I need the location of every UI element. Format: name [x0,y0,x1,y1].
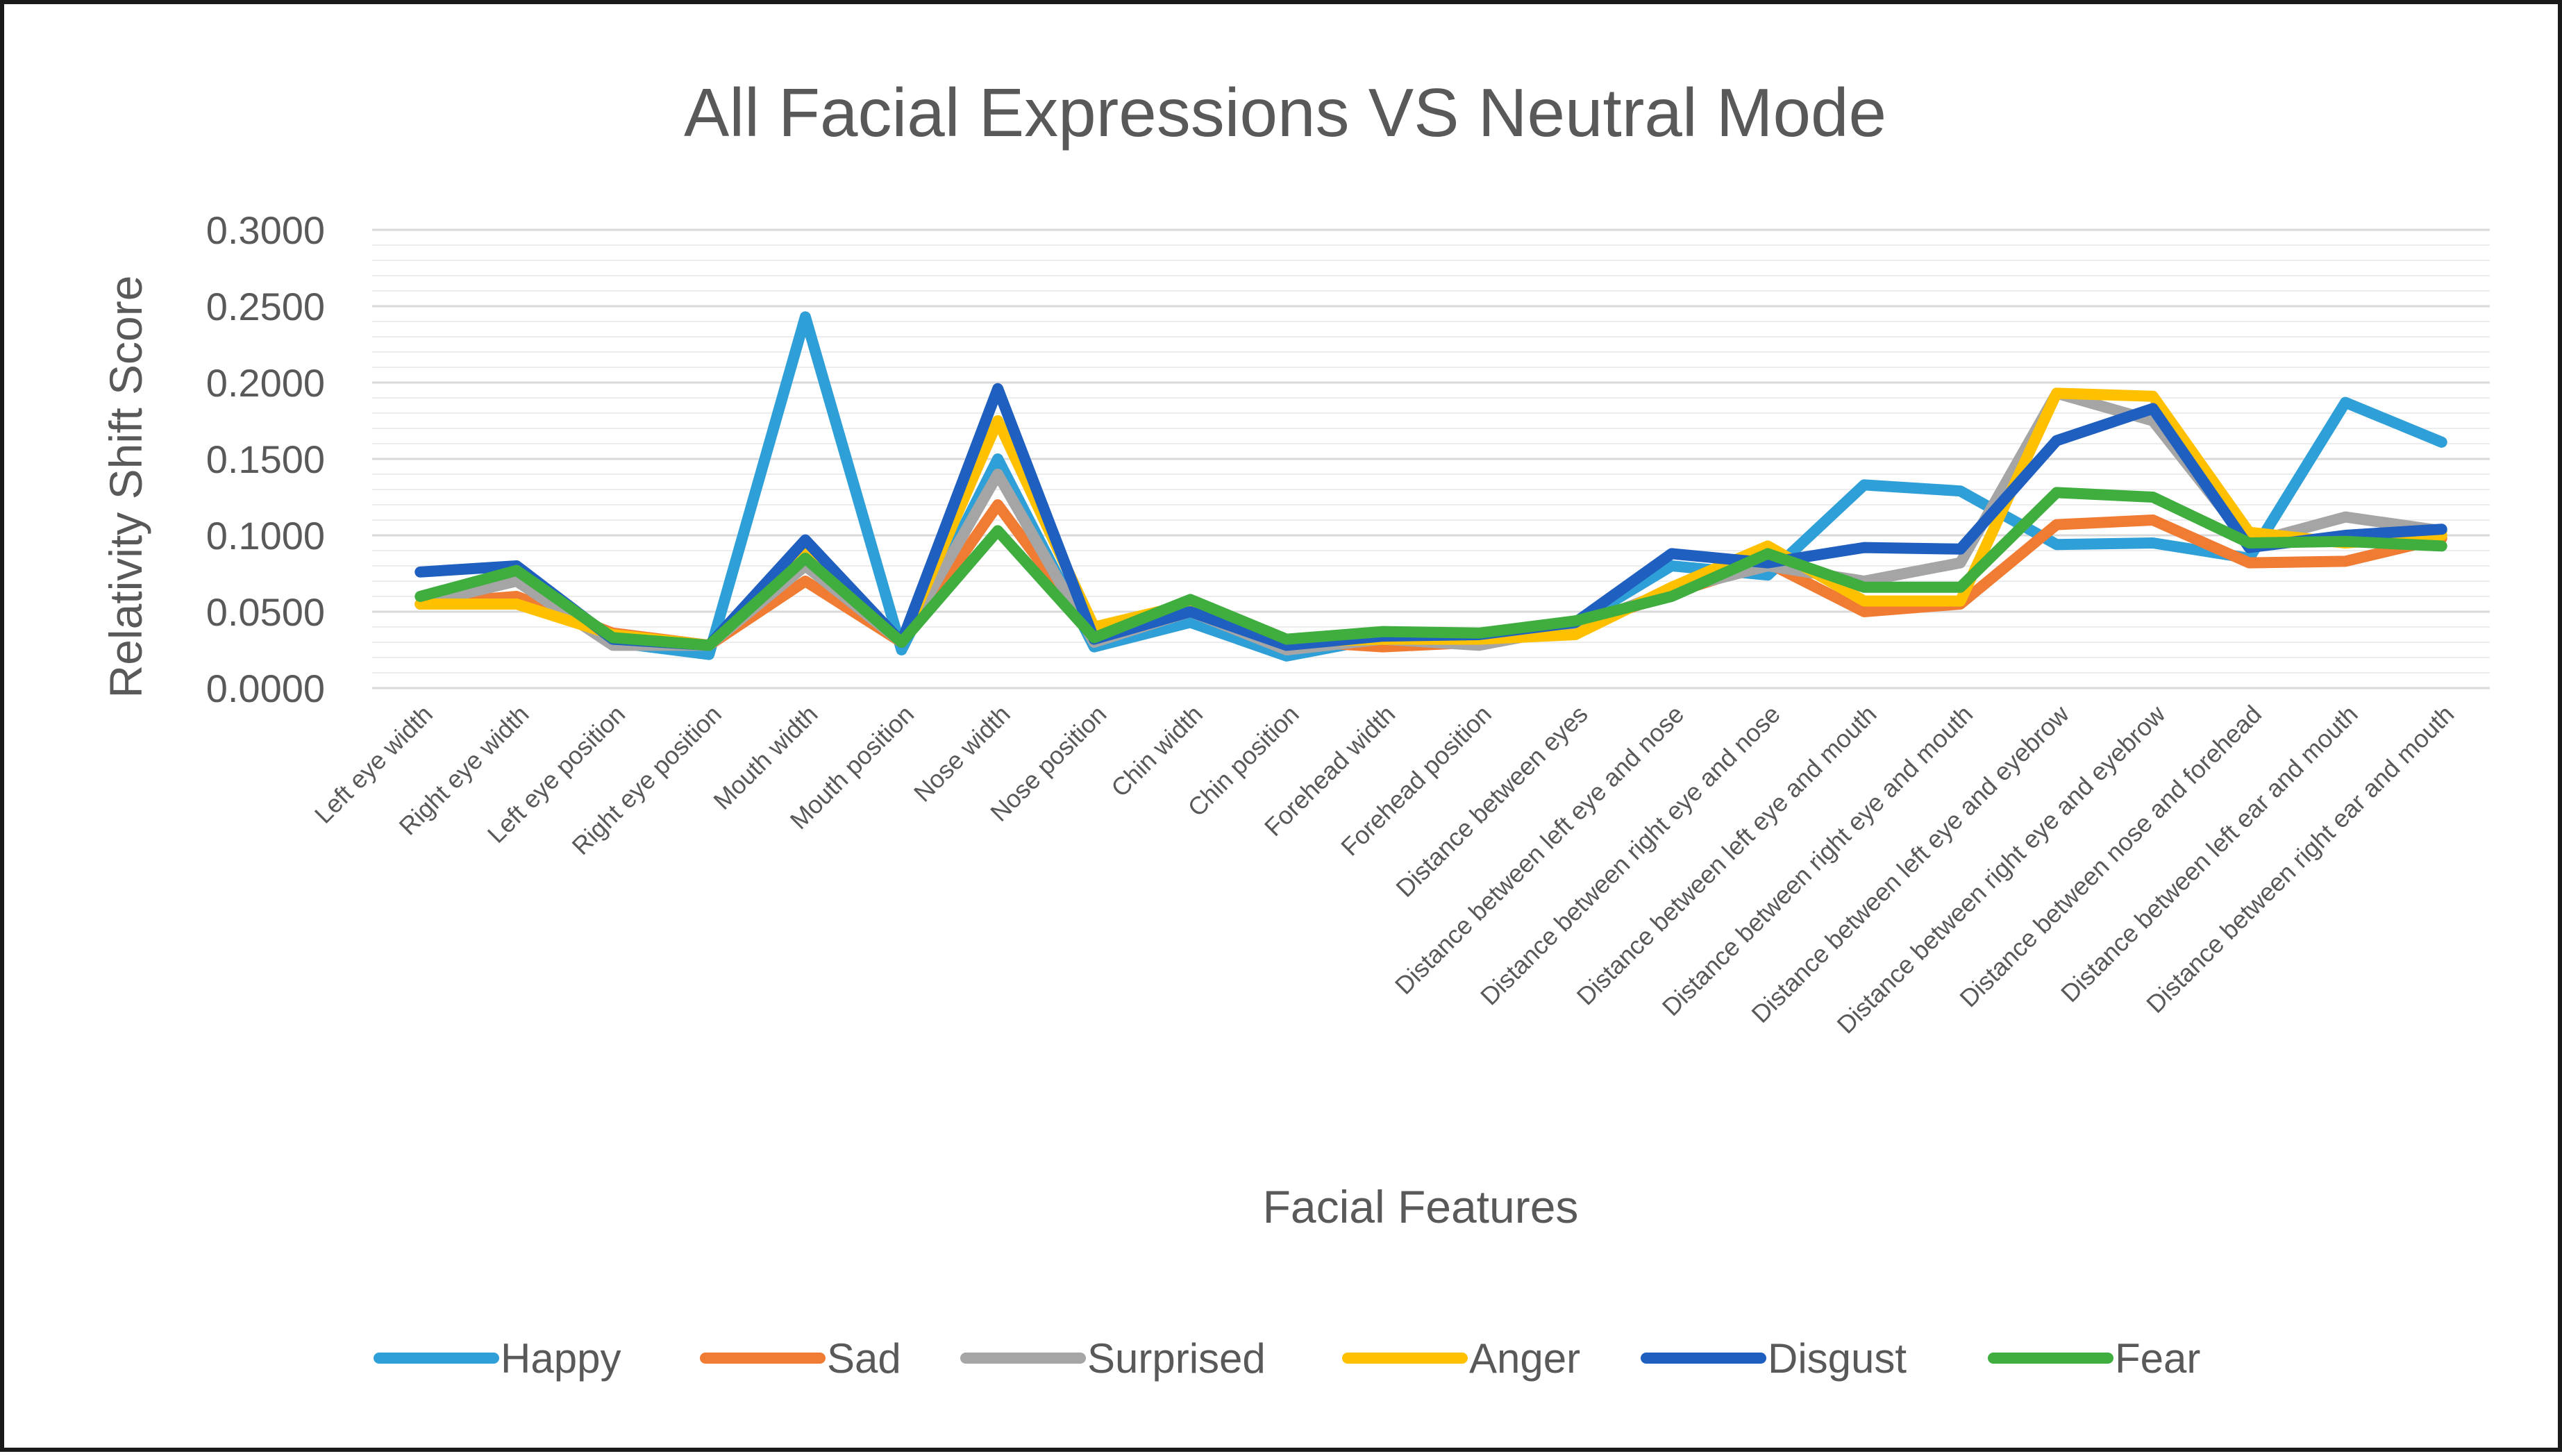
y-tick-label: 0.2500 [206,285,325,328]
legend-label-happy: Happy [501,1335,621,1382]
legend-label-disgust: Disgust [1768,1335,1907,1382]
y-tick-label: 0.3000 [206,208,325,252]
legend: Happy Sad Surprised Anger Disgust Fear [374,1335,2200,1382]
series-lines [415,311,2447,662]
y-tick-label: 0.1500 [206,437,325,481]
chart-title: All Facial Expressions VS Neutral Mode [684,74,1886,151]
y-tick-label: 0.0000 [206,667,325,710]
legend-label-sad: Sad [827,1335,901,1382]
y-tick-label: 0.0500 [206,590,325,634]
line-chart: All Facial Expressions VS Neutral Mode 0… [100,74,2490,1382]
x-category-label: Chin width [1105,700,1208,803]
x-axis-label: Facial Features [1263,1181,1579,1232]
legend-label-surprised: Surprised [1087,1335,1266,1382]
legend-label-anger: Anger [1469,1335,1580,1382]
y-tick-label: 0.1000 [206,514,325,558]
gridlines [372,228,2490,689]
legend-label-fear: Fear [2115,1335,2200,1382]
x-category-label: Distance between eyes [1390,700,1593,903]
x-category-label: Distance between right eye and eyebrow [1832,699,2172,1039]
y-axis-ticks: 0.0000 0.0500 0.1000 0.1500 0.2000 0.2500 0.30… [206,208,325,710]
series-line-fear [415,487,2447,651]
y-axis-label: Relativity Shift Score [100,276,151,698]
y-tick-label: 0.2000 [206,361,325,405]
